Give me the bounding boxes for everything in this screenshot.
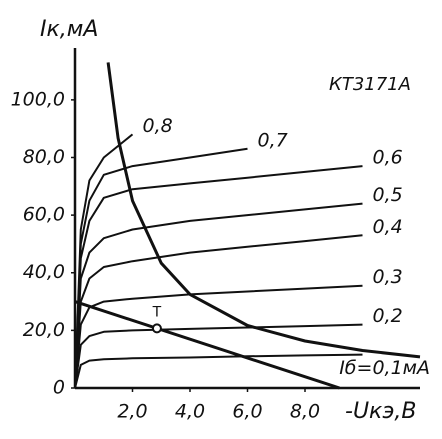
curve xyxy=(74,133,134,389)
curve-label: 0,3 xyxy=(373,266,403,288)
curve-label: 0,4 xyxy=(373,216,403,238)
y-tick-label: 40,0 xyxy=(23,261,65,283)
curve xyxy=(74,234,363,389)
curve-label: 0,8 xyxy=(143,115,173,137)
power-curve xyxy=(106,62,421,359)
x-tick-label: 6,0 xyxy=(232,401,262,423)
curve-label: 0,5 xyxy=(373,184,403,206)
x-tick-label: 8,0 xyxy=(290,401,320,423)
y-tick-label: 100,0 xyxy=(11,88,65,110)
y-tick-label: 20,0 xyxy=(23,319,65,341)
operating-point-label: T xyxy=(152,304,162,320)
y-axis-label: Iк,мА xyxy=(40,17,98,42)
curve xyxy=(74,165,363,389)
curve xyxy=(74,284,363,389)
curve-label: Iб=0,1мА xyxy=(339,357,430,379)
y-tick-label: 60,0 xyxy=(23,204,65,226)
x-axis-label: -Uкэ,В xyxy=(345,399,417,424)
operating-point xyxy=(151,323,162,334)
x-tick-label: 4,0 xyxy=(175,401,205,423)
curve-label: 0,6 xyxy=(373,147,403,169)
curve-label: 0,7 xyxy=(258,129,288,151)
y-tick-label: 80,0 xyxy=(23,146,65,168)
curve xyxy=(74,353,363,389)
y-tick-label: 0 xyxy=(53,377,65,399)
curve-label: 0,2 xyxy=(373,305,403,327)
curve xyxy=(74,202,363,389)
x-tick-label: 2,0 xyxy=(117,401,147,423)
chart-title: КТ3171А xyxy=(329,74,411,95)
load-line xyxy=(74,300,340,390)
curve xyxy=(74,323,363,389)
